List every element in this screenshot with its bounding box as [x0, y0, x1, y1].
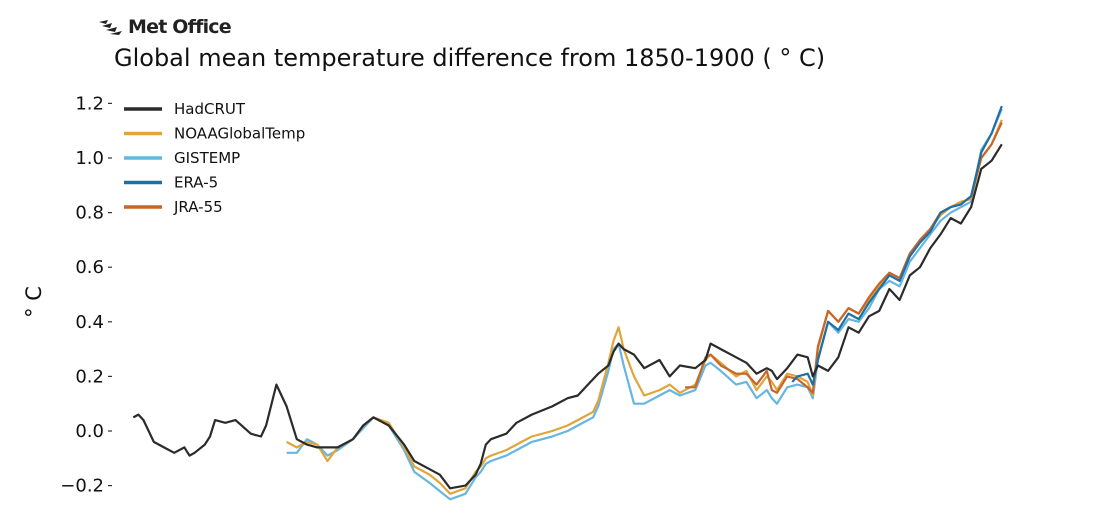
brand-name: Met Office	[128, 16, 232, 38]
legend-label: JRA-55	[173, 198, 223, 216]
y-tick-label: 1.0	[75, 148, 104, 169]
legend-label: NOAAGlobalTemp	[174, 125, 305, 143]
brand-logo: Met Office	[98, 16, 232, 38]
legend-label: GISTEMP	[174, 149, 240, 167]
y-tick-label: 0.0	[75, 421, 104, 442]
y-tick-label: 1.2	[75, 93, 104, 114]
y-tick-label: 0.2	[75, 366, 104, 387]
series-line-jra-55	[685, 122, 1003, 394]
chart-title: Global mean temperature difference from …	[114, 44, 826, 72]
y-tick-label: −0.2	[60, 476, 104, 497]
y-tick-label: 0.8	[75, 203, 104, 224]
series-line-noaaglobaltemp	[286, 119, 1003, 495]
y-tick-label: 0.6	[75, 257, 104, 278]
y-axis: −0.2 0.0 0.2 0.4 0.6 0.8 1.0 1.2	[60, 93, 112, 497]
series-lines	[132, 105, 1003, 501]
series-line-gistemp	[286, 108, 1003, 501]
series-line-hadcrut	[132, 143, 1003, 490]
y-tick-label: 0.4	[75, 312, 104, 333]
met-office-logo-icon	[99, 20, 122, 35]
legend: HadCRUT NOAAGlobalTemp GISTEMP ERA-5 JRA-55	[124, 100, 305, 216]
legend-label: HadCRUT	[174, 100, 246, 118]
legend-label: ERA-5	[174, 174, 218, 192]
series-line-era-5	[791, 105, 1003, 386]
